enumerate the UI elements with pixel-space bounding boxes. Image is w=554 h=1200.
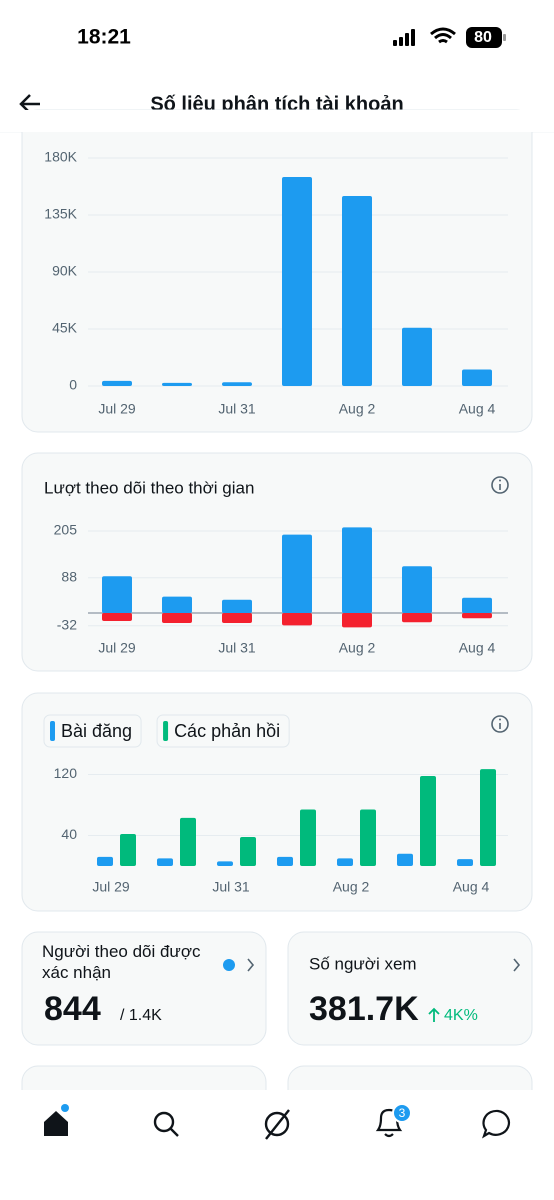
battery-tip [503, 34, 506, 41]
x-tick-label: Jul 31 [212, 879, 250, 895]
up-arrow [428, 1007, 440, 1022]
bar [342, 527, 372, 613]
bar [480, 769, 496, 866]
stat-card[interactable] [287, 931, 533, 1046]
bar [402, 566, 432, 613]
stat-title: Người theo dõi được xác nhận [42, 942, 201, 982]
nav-grok[interactable] [264, 1109, 290, 1140]
bar [337, 858, 353, 866]
bar [402, 327, 432, 386]
x-tick-label: Aug 4 [459, 401, 496, 417]
x-tick-label: Jul 29 [92, 879, 130, 895]
nav-notifications[interactable] [375, 1108, 403, 1138]
y-tick-label: 135K [44, 206, 77, 222]
legend-swatch [163, 721, 169, 741]
signal [393, 29, 415, 46]
stat-card[interactable] [21, 931, 267, 1046]
header-cover [0, 110, 554, 132]
bar [420, 775, 436, 866]
badge [392, 1103, 412, 1123]
chevron [513, 958, 521, 972]
bar [397, 853, 413, 866]
bar [102, 576, 132, 613]
battery [466, 27, 502, 48]
nav-messages[interactable] [482, 1109, 510, 1139]
stat-change: 4K% [444, 1007, 478, 1024]
battery-level: 80 [474, 29, 492, 46]
bar [222, 613, 252, 623]
stat-value: 844 [44, 990, 101, 1028]
bar [282, 177, 312, 386]
y-tick-label: 45K [52, 320, 78, 336]
stat-title: Số người xem [309, 954, 417, 973]
legend-swatch [50, 721, 55, 741]
legend-item[interactable]: Bài đăng [43, 714, 142, 748]
x-tick-label: Aug 2 [339, 401, 376, 417]
chevron [247, 958, 255, 972]
x-tick-label: Jul 29 [98, 401, 136, 417]
bar [462, 597, 492, 613]
x-tick-label: Jul 31 [218, 401, 256, 417]
bar [457, 859, 473, 866]
bar [277, 856, 293, 866]
bar [157, 858, 173, 866]
legend-chip [43, 714, 142, 748]
legend-item[interactable]: Các phản hồi [156, 714, 290, 748]
verified-badge [223, 959, 235, 971]
bar [360, 809, 376, 866]
nav-search[interactable] [153, 1111, 179, 1137]
bar [102, 613, 132, 621]
legend-label: Các phản hồi [174, 721, 280, 741]
y-tick-label: 120 [54, 765, 78, 781]
bar [222, 382, 252, 386]
info-icon[interactable] [491, 715, 509, 733]
bar [240, 837, 256, 866]
bar [342, 196, 372, 386]
x-tick-label: Aug 2 [339, 640, 376, 656]
legend-label: Bài đăng [61, 721, 132, 741]
y-tick-label: 180K [44, 149, 77, 165]
badge-count: 3 [399, 1106, 406, 1120]
bar [162, 596, 192, 613]
home-dot [61, 1104, 69, 1112]
y-tick-label: -32 [57, 617, 77, 633]
bar [162, 382, 192, 386]
x-tick-label: Jul 31 [218, 640, 256, 656]
bar [282, 613, 312, 626]
bar [217, 861, 233, 866]
bottom-nav [0, 1090, 554, 1200]
y-tick-label: 0 [69, 377, 77, 393]
bar [402, 613, 432, 623]
x-tick-label: Aug 4 [453, 879, 490, 895]
stat-sub: / 1.4K [120, 1007, 162, 1024]
bar [462, 369, 492, 386]
nav-home[interactable] [44, 1111, 68, 1136]
bar [97, 856, 113, 866]
x-tick-label: Jul 29 [98, 640, 136, 656]
wifi [430, 27, 456, 44]
y-tick-label: 205 [54, 522, 78, 538]
stat-title-box: Người theo dõi được xác nhận [42, 942, 201, 982]
stat-value: 381.7K [309, 990, 419, 1028]
bar [180, 817, 196, 866]
time: 18:21 [77, 26, 131, 49]
x-tick-label: Aug 4 [459, 640, 496, 656]
bar [300, 809, 316, 866]
legend-chip [156, 714, 290, 748]
y-tick-label: 88 [61, 569, 77, 585]
bar [342, 613, 372, 628]
bar [222, 599, 252, 613]
bar [102, 380, 132, 386]
y-tick-label: 40 [61, 826, 77, 842]
bar [462, 613, 492, 619]
bar [282, 534, 312, 613]
y-tick-label: 90K [52, 263, 78, 279]
chart-title: Lượt theo dõi theo thời gian [44, 478, 254, 497]
info-icon[interactable] [491, 476, 509, 494]
bar [162, 613, 192, 623]
x-tick-label: Aug 2 [333, 879, 370, 895]
bar [120, 833, 136, 866]
